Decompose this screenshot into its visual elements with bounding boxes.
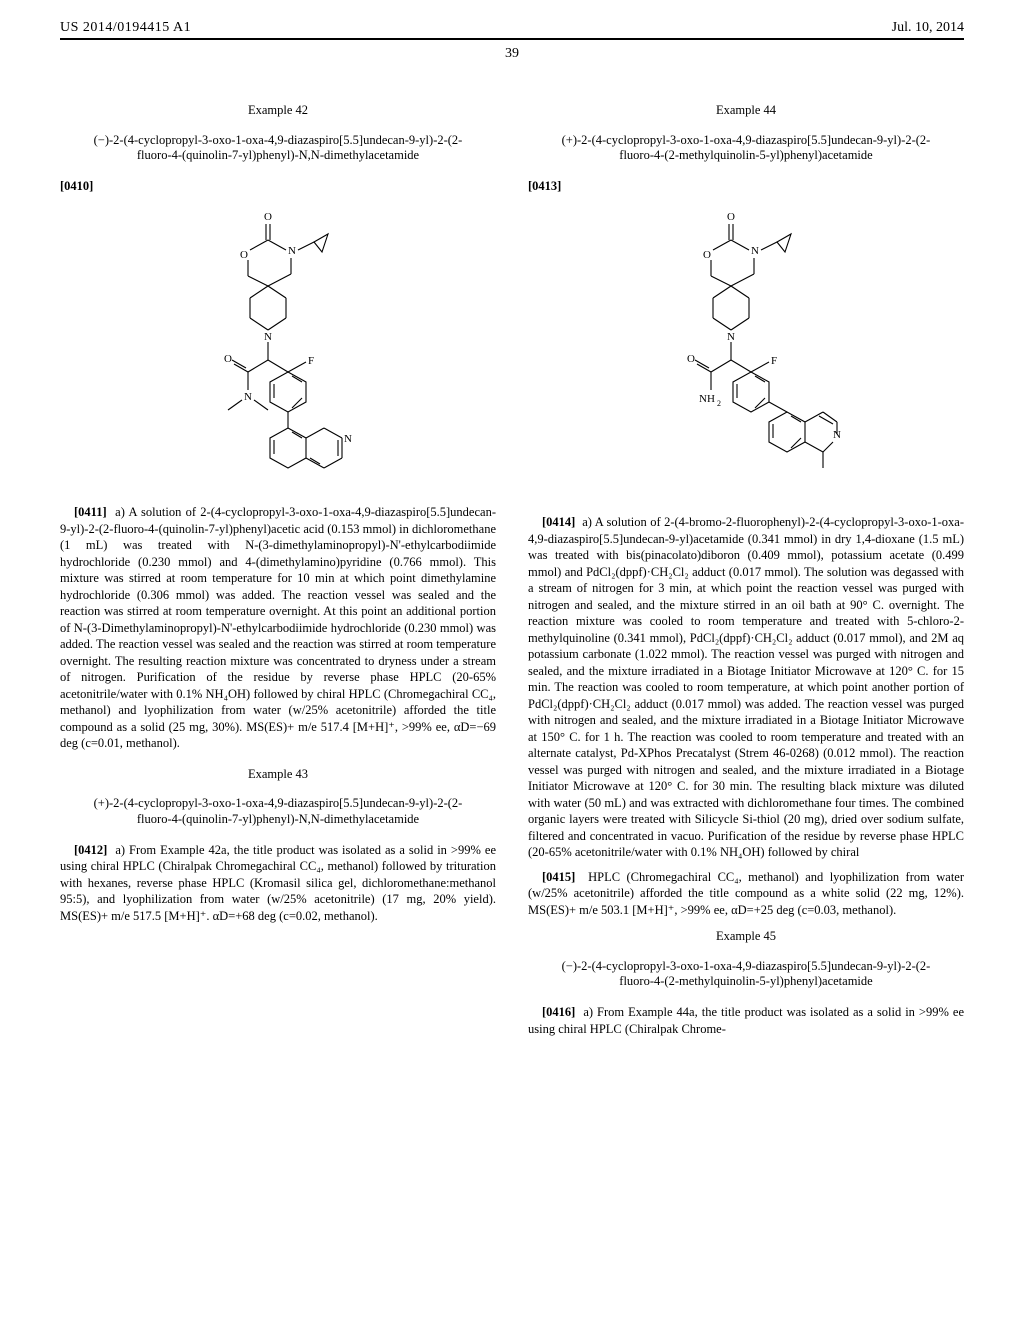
para-num-0415: [0415] — [542, 870, 575, 884]
example-45-title: (−)-2-(4-cyclopropyl-3-oxo-1-oxa-4,9-dia… — [556, 959, 936, 990]
svg-text:N: N — [264, 331, 272, 343]
example-45-label: Example 45 — [528, 928, 964, 945]
example-43-title: (+)-2-(4-cyclopropyl-3-oxo-1-oxa-4,9-dia… — [88, 796, 468, 827]
svg-text:2: 2 — [717, 399, 721, 408]
svg-text:F: F — [308, 355, 314, 367]
svg-text:N: N — [727, 331, 735, 343]
chemical-structure-44: O N O N — [651, 206, 841, 496]
svg-text:O: O — [703, 249, 711, 261]
svg-text:O: O — [224, 353, 232, 365]
example-43-label: Example 43 — [60, 766, 496, 783]
para-num-0412: [0412] — [74, 843, 107, 857]
svg-text:O: O — [264, 211, 272, 223]
para-0414-body: a) A solution of 2-(4-bromo-2-fluorophen… — [528, 515, 964, 859]
svg-text:O: O — [687, 353, 695, 365]
paragraph-0411: [0411] a) A solution of 2-(4-cyclopropyl… — [60, 504, 496, 752]
svg-text:O: O — [240, 249, 248, 261]
left-column: Example 42 (−)-2-(4-cyclopropyl-3-oxo-1-… — [60, 98, 496, 1045]
paragraph-0410: [0410] — [60, 178, 496, 195]
para-0412-body: a) From Example 42a, the title product w… — [60, 843, 496, 923]
paragraph-0412: [0412] a) From Example 42a, the title pr… — [60, 842, 496, 925]
svg-text:O: O — [727, 211, 735, 223]
paragraph-0415: [0415] HPLC (Chromegachiral CC₄, methano… — [528, 869, 964, 919]
svg-text:NH: NH — [699, 393, 715, 405]
page-header: US 2014/0194415 A1 Jul. 10, 2014 — [60, 20, 964, 40]
para-0416-body: a) From Example 44a, the title product w… — [528, 1005, 964, 1036]
example-42-label: Example 42 — [60, 102, 496, 119]
example-42-title: (−)-2-(4-cyclopropyl-3-oxo-1-oxa-4,9-dia… — [88, 133, 468, 164]
patent-id: US 2014/0194415 A1 — [60, 20, 191, 36]
para-0415-body: HPLC (Chromegachiral CC₄, methanol) and … — [528, 870, 964, 917]
svg-text:N: N — [244, 391, 252, 403]
para-num-0411: [0411] — [74, 505, 107, 519]
para-0411-body: a) A solution of 2-(4-cyclopropyl-3-oxo-… — [60, 505, 496, 750]
chemical-structure-42: O N O — [188, 206, 368, 486]
publication-date: Jul. 10, 2014 — [892, 20, 964, 36]
content-columns: Example 42 (−)-2-(4-cyclopropyl-3-oxo-1-… — [60, 98, 964, 1045]
para-num-0416: [0416] — [542, 1005, 575, 1019]
para-num-0413: [0413] — [528, 179, 561, 193]
paragraph-0416: [0416] a) From Example 44a, the title pr… — [528, 1004, 964, 1037]
svg-text:N: N — [288, 245, 296, 257]
right-column: Example 44 (+)-2-(4-cyclopropyl-3-oxo-1-… — [528, 98, 964, 1045]
para-num-0410: [0410] — [60, 179, 93, 193]
page-number: 39 — [60, 46, 964, 62]
para-num-0414: [0414] — [542, 515, 575, 529]
paragraph-0414: [0414] a) A solution of 2-(4-bromo-2-flu… — [528, 514, 964, 861]
example-44-title: (+)-2-(4-cyclopropyl-3-oxo-1-oxa-4,9-dia… — [556, 133, 936, 164]
svg-text:F: F — [771, 355, 777, 367]
example-44-label: Example 44 — [528, 102, 964, 119]
paragraph-0413: [0413] — [528, 178, 964, 195]
svg-text:N: N — [751, 245, 759, 257]
svg-text:N: N — [344, 433, 352, 445]
